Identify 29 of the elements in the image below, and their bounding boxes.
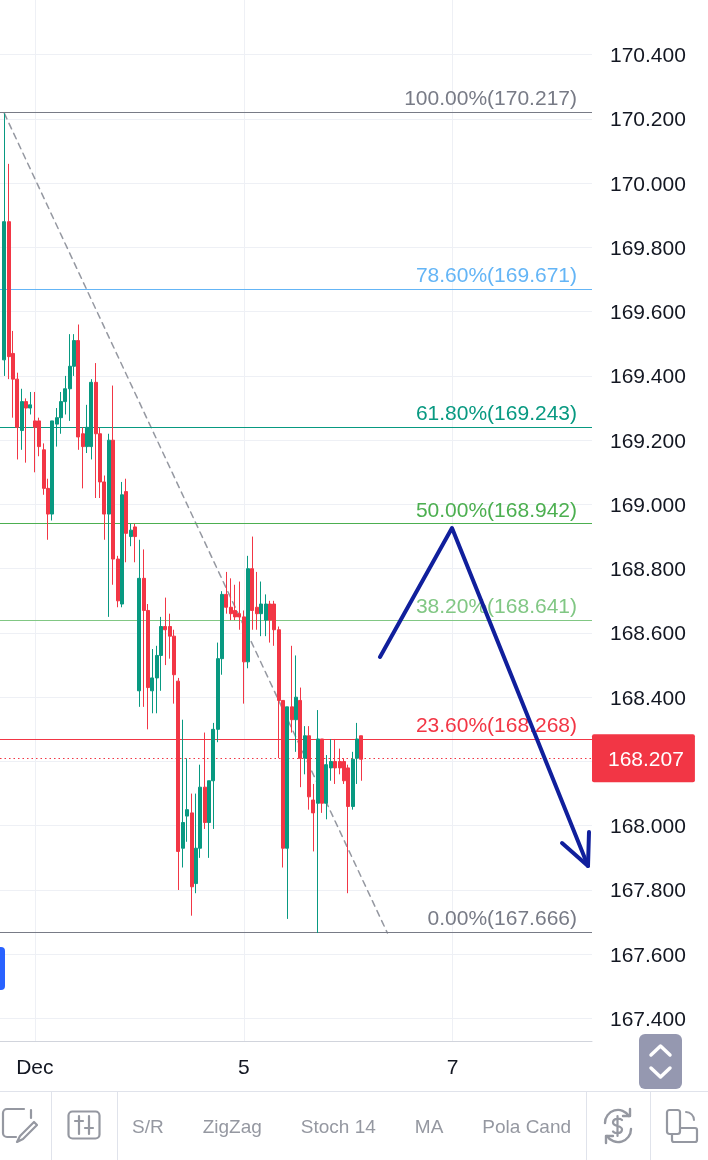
ref-line-label: 78.60%(169.671) <box>415 263 577 287</box>
x-tick-label: 7 <box>446 1055 459 1078</box>
ref-line-label: 0.00%(167.666) <box>427 905 577 929</box>
ref-line-label: 61.80%(169.243) <box>415 401 577 425</box>
y-tick-label: 168.800 <box>610 557 686 581</box>
y-tick-label: 167.800 <box>610 878 686 902</box>
y-tick-label: 168.400 <box>610 685 686 709</box>
ref-line-label: 100.00%(170.217) <box>404 86 577 110</box>
y-tick-label: 169.600 <box>610 300 686 324</box>
y-tick-label: 169.000 <box>610 492 686 516</box>
text: MA <box>414 1115 444 1138</box>
y-tick-label: 170.400 <box>610 43 686 67</box>
y-tick-label: 168.600 <box>610 621 686 645</box>
x-tick-label: Dec <box>16 1055 54 1078</box>
y-tick-label: 169.400 <box>610 364 686 388</box>
y-tick-label: 169.800 <box>610 235 686 259</box>
y-tick-label: 168.000 <box>610 814 686 838</box>
y-tick-label: 169.200 <box>610 428 686 452</box>
text: ZigZag <box>202 1115 262 1138</box>
text: S/R <box>132 1115 164 1138</box>
x-tick-label: 5 <box>237 1055 250 1078</box>
ref-line-label: 168.207 <box>608 746 684 770</box>
y-tick-label: 170.200 <box>610 107 686 131</box>
y-tick-label: 170.000 <box>610 171 686 195</box>
y-tick-label: 167.400 <box>610 1007 686 1031</box>
text: Pola Cand <box>482 1115 572 1138</box>
text: Stoch 14 <box>300 1115 376 1138</box>
ref-line-label: 50.00%(168.942) <box>415 497 577 521</box>
y-tick-label: 167.600 <box>610 942 686 966</box>
